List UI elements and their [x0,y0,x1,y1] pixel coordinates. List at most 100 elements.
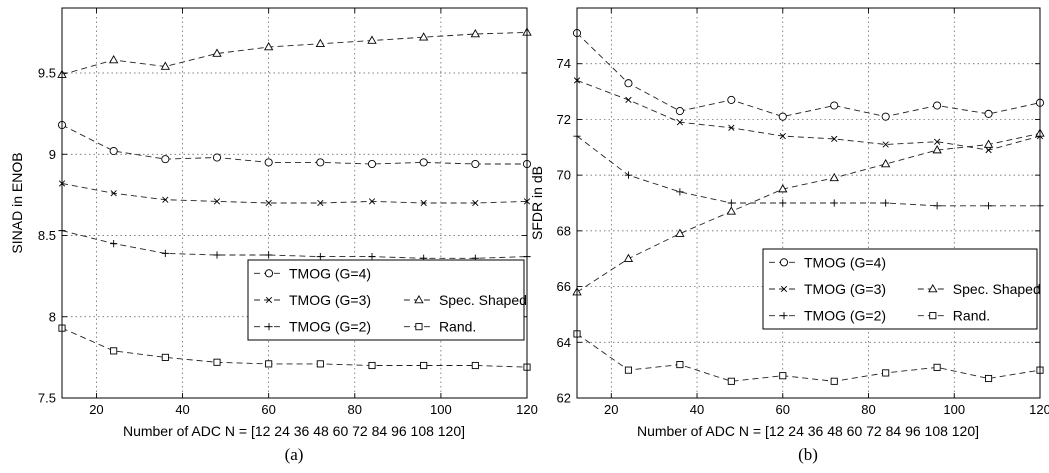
panel-b-data-point [933,202,941,210]
panel-a-data-point [108,54,119,64]
panel-a-data-point [470,28,481,38]
panel-b-series-line [576,79,1041,151]
panel-b-data-point [933,363,941,371]
panel-b-data-point [778,112,787,121]
panel-b-x-axis-label: Number of ADC N = [12 24 36 48 60 72 84 … [637,423,979,439]
panel-a-data-point [212,48,222,57]
panel-a-data-point [110,240,118,248]
panel-b-data-point [830,101,839,110]
panel-a-legend-label: TMOG (G=2) [289,319,371,335]
panel-b-legend-entry-rand: Rand. [917,308,990,324]
panel-a-legend-box [247,259,525,341]
panel-a-data-point [265,199,272,207]
panel-a-data-point [110,347,118,355]
panel-a-legend-entry-rand: Rand. [403,319,476,335]
panel-b-x-tick-label: 40 [690,402,704,417]
panel-b-data-point [882,199,890,207]
panel-a-legend: TMOG (G=4) TMOG (G=3) TMOG (G=2) Spec. Shap… [247,259,527,341]
panel-a-data-point [212,153,222,162]
panel-a-data-point [316,158,325,167]
panel-a-data-point [367,35,377,44]
panel-a-legend-entry-spec-shaped: Spec. Shaped [403,292,527,308]
panel-a-y-axis-label: SINAD in ENOB [9,152,25,253]
panel-a-data-point [315,38,326,47]
panel-b-data-point [728,124,735,131]
panel-b-data-point [985,146,992,154]
panel-b-data-point [779,199,787,207]
panel-b-legend-label: TMOG (G=2) [804,308,886,324]
panel-b-data-point [882,141,889,148]
panel-b-data-point [727,377,735,385]
panel-a-data-point [161,155,170,164]
panel-a-legend-label: Rand. [439,319,476,335]
panel-b-data-point [676,361,684,369]
panel-a-legend-entry-tmog-g-3: TMOG (G=3) [254,292,371,308]
panel-b-plot-frame [577,8,1040,398]
panel-b-data-point [830,377,838,385]
panel-b-data-point [727,199,735,207]
panel-b-data-point [676,188,684,196]
panel-b-data-point [983,139,994,148]
panel-a-data-point [317,199,324,207]
panel-b-legend-label: Spec. Shaped [953,281,1041,297]
panel-b-y-tick-label: 62 [557,391,571,406]
panel-a-x-tick-label: 120 [516,402,538,417]
panel-a-y-tick-label: 9 [49,147,56,162]
panel-a-data-point [213,251,221,259]
panel-b-data-point [779,372,787,380]
panel-b-data-point [932,145,942,154]
panel-b-x-tick-label: 60 [776,402,790,417]
panel-b-x-tick-label: 80 [861,402,875,417]
panel-b-legend-label: TMOG (G=3) [804,281,886,297]
panel-a-caption: (a) [285,445,304,464]
panel-a-data-point [265,360,273,368]
panel-a-series-line [61,183,528,204]
panel-b-data-point [831,135,838,143]
panel-a-legend-marker [415,323,423,331]
panel-b-data-point [623,253,634,262]
panel-b-data-point [779,133,786,140]
panel-a-data-point [420,361,428,370]
panel-b-legend-entry-spec-shaped: Spec. Shaped [917,281,1041,297]
panel-b-legend-marker [780,285,788,293]
panel-a-data-point [368,198,376,205]
panel-b-y-axis-label: SFDR in dB [529,166,545,240]
panel-b-data-point [984,109,993,118]
panel-a-data-point [316,360,324,368]
panel-b-series-line [576,132,1041,293]
panel-a-x-tick-label: 20 [89,402,103,417]
panel-b-legend-marker [928,283,938,293]
panel-a-data-point [264,158,273,167]
panel-a-data-point [213,198,221,205]
panel-b-x-tick-label: 20 [604,402,618,417]
panel-b-data-point [778,184,788,193]
panel-a-series-line [61,124,527,165]
panel-a-series-line [61,31,528,76]
panel-b-series-spec-shaped [572,128,1045,296]
panel-a-data-point [160,61,171,70]
panel-b-legend-marker [779,258,789,267]
panel-a-data-point [419,158,428,167]
panel-a-series-line [61,327,528,368]
panel-a-data-point [265,251,273,259]
panel-a-x-tick-label: 80 [348,402,362,417]
panel-a-legend-entry-tmog-g-4: TMOG (G=4) [254,265,371,281]
panel-b-legend: TMOG (G=4) TMOG (G=3) TMOG (G=2) Spec. Shap… [762,248,1041,330]
panel-b-data-point [882,369,890,377]
panel-b-series-line [576,333,1041,382]
panel-a-legend-label: TMOG (G=4) [289,265,371,281]
panel-a-data-point [472,199,479,207]
panel-a-legend-marker [264,269,274,278]
panel-b-legend-label: Rand. [953,308,990,324]
panel-a-data-point [367,159,377,169]
panel-b-data-point [675,228,685,237]
panel-b-data-point [727,95,736,104]
panel-a-data-point [161,353,169,361]
panel-b-data-point [624,79,633,88]
panel-a-x-tick-label: 100 [430,402,452,417]
panel-b-data-point [984,202,993,210]
panel-b-legend-marker [929,312,937,320]
panel-a-data-point [162,196,169,203]
